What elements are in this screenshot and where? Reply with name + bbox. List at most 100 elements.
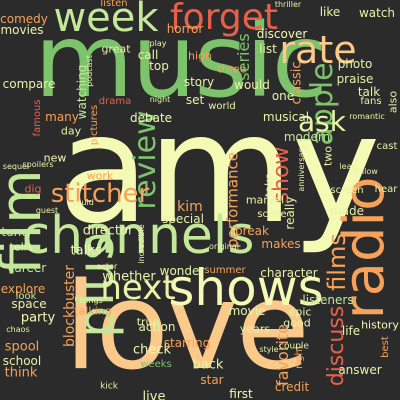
word-years: years: [239, 322, 271, 336]
word-rate: rate: [279, 28, 357, 72]
word-star: star: [200, 373, 224, 387]
word-style: style: [259, 345, 279, 354]
word-credit: credit: [274, 380, 310, 394]
word-love: love: [64, 258, 310, 397]
word-wonder: wonder: [159, 264, 205, 278]
word-photo: photo: [337, 57, 373, 71]
word-listeners: listeners: [302, 293, 354, 307]
word-great: great: [101, 42, 131, 56]
word-famous: famous: [32, 99, 43, 137]
word-songs: songs: [79, 296, 103, 305]
word-drama: drama: [98, 96, 132, 107]
word-forget: forget: [170, 0, 278, 38]
word-week: week: [53, 0, 159, 41]
word-podcast: podcast: [85, 55, 94, 87]
word-fans: fans: [360, 96, 382, 107]
word-listen: listen: [100, 0, 128, 9]
word-true: true: [136, 315, 160, 329]
word-also: also: [386, 90, 400, 114]
word-day: day: [60, 124, 82, 138]
word-compare: compare: [2, 77, 56, 91]
word-one: one: [271, 89, 295, 103]
word-world: world: [208, 101, 236, 112]
word-set: set: [185, 93, 205, 107]
word-cast: cast: [376, 141, 398, 152]
word-talks: talks: [70, 243, 102, 259]
word-space: space: [11, 297, 47, 311]
word-channels: channels: [21, 206, 255, 266]
word-movies: movies: [0, 23, 44, 37]
word-movie: movie: [228, 304, 266, 318]
word-whether: whether: [102, 269, 156, 285]
word-tune: tune: [1, 225, 29, 239]
word-many: many: [45, 110, 79, 124]
word-actor: actor: [96, 262, 118, 271]
word-look: look: [15, 291, 37, 302]
word-talk: talk: [357, 85, 381, 99]
word-anniversary: anniversary: [297, 144, 306, 192]
word-dig: dig: [24, 182, 42, 196]
word-play: play: [149, 39, 167, 48]
word-screen: screen: [330, 185, 364, 196]
word-summer: summer: [204, 265, 246, 276]
word-made: made: [329, 204, 365, 218]
word-horror: horror: [166, 22, 204, 36]
word-live: live: [142, 389, 166, 400]
word-scene: scene: [257, 209, 287, 220]
word-work: work: [86, 169, 114, 183]
word-action: action: [138, 320, 176, 334]
word-talking: talking: [74, 304, 112, 318]
word-watch: watch: [358, 6, 396, 20]
word-top: top: [149, 59, 169, 73]
word-life: life: [341, 324, 361, 338]
word-music: music: [34, 2, 328, 121]
word-praise: praise: [336, 72, 374, 86]
word-follow: follow: [354, 167, 378, 176]
word-starring: starring: [163, 336, 211, 350]
word-think: think: [4, 365, 38, 381]
word-kick: kick: [100, 381, 118, 392]
word-character: character: [260, 266, 318, 280]
word-first: first: [229, 387, 253, 400]
word-good: good: [283, 316, 311, 330]
word-romantic: romantic: [349, 112, 385, 121]
word-best: best: [380, 336, 391, 358]
word-pictures: pictures: [89, 104, 100, 146]
word-shows: shows: [168, 259, 324, 317]
word-tells: tells: [9, 240, 33, 254]
word-weeks: weeks: [140, 359, 172, 370]
word-marvel: marvel: [245, 193, 285, 207]
word-special: special: [162, 212, 204, 226]
word-could: could: [72, 198, 94, 207]
word-spool: spool: [4, 339, 40, 355]
word-party: party: [20, 310, 56, 326]
word-high: high: [188, 49, 212, 63]
word-debate: debate: [129, 111, 173, 125]
word-comedy: comedy: [0, 12, 48, 26]
word-incredible: incredible: [137, 224, 146, 264]
word-check: check: [132, 342, 172, 358]
word-amy: amy: [57, 83, 381, 257]
word-original: original: [209, 242, 239, 251]
word-thriller: thriller: [274, 0, 302, 9]
word-back: back: [192, 357, 224, 373]
word-history: history: [361, 318, 399, 332]
word-chaos: chaos: [6, 325, 30, 334]
word-guest: guest: [35, 206, 59, 215]
word-like: like: [319, 5, 341, 19]
word-musical: musical: [262, 110, 310, 124]
word-director: director: [82, 223, 134, 239]
word-epic: epic: [288, 305, 312, 319]
word-next: next: [100, 268, 176, 308]
word-career: career: [7, 261, 47, 275]
word-school: school: [2, 354, 42, 368]
word-story: story: [183, 75, 215, 89]
word-couple: couple: [279, 341, 309, 352]
word-call: call: [137, 48, 159, 62]
word-sequel: sequel: [2, 162, 30, 171]
word-three: three: [217, 62, 247, 76]
word-new: new: [43, 151, 67, 165]
word-explore: explore: [0, 282, 46, 296]
word-lead: lead: [339, 162, 357, 171]
